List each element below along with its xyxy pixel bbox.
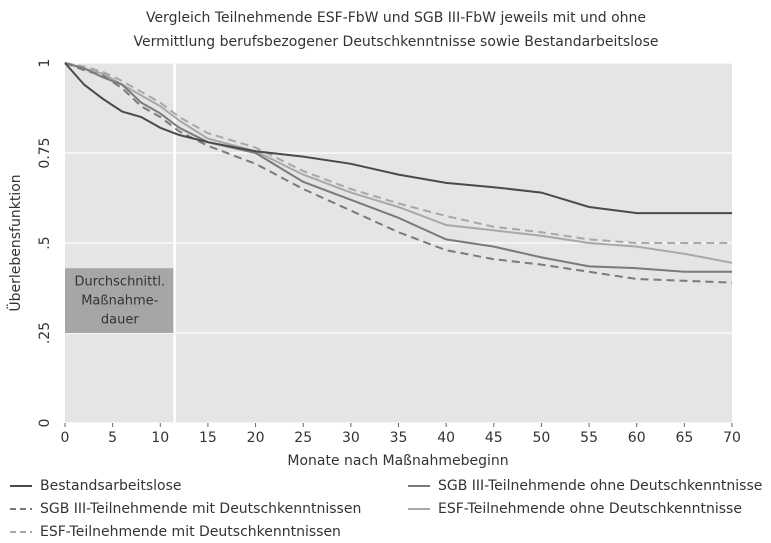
legend-label: ESF-Teilnehmende mit Deutschkenntnissen — [40, 524, 341, 540]
x-tick-label: 60 — [628, 430, 646, 446]
x-tick-label: 40 — [437, 430, 455, 446]
x-axis-title: Monate nach Maßnahmebeginn — [287, 453, 508, 469]
x-tick-label: 20 — [247, 430, 265, 446]
x-tick-label: 30 — [342, 430, 360, 446]
x-tick-label: 5 — [108, 430, 117, 446]
series-line — [64, 62, 733, 284]
x-tick-label: 0 — [61, 430, 70, 446]
y-tick-label: 0.75 — [37, 137, 53, 168]
x-tick-label: 35 — [390, 430, 408, 446]
legend-label: ESF-Teilnehmende ohne Deutschkenntnisse — [438, 501, 742, 517]
y-tick-label: 1 — [37, 59, 53, 68]
y-tick-label: .25 — [37, 322, 53, 344]
y-axis-title: Überlebensfunktion — [6, 174, 24, 311]
x-tick-label: 65 — [675, 430, 693, 446]
legend-label: SGB III-Teilnehmende mit Deutschkenntnis… — [40, 501, 361, 517]
legend-label: Bestandsarbeitslose — [40, 478, 182, 494]
series-line — [64, 62, 732, 244]
x-tick-label: 55 — [580, 430, 598, 446]
x-tick-label: 15 — [199, 430, 217, 446]
annotation-text: Maßnahme- — [81, 294, 158, 309]
y-tick-label: .5 — [37, 236, 53, 249]
x-tick-label: 50 — [533, 430, 551, 446]
series-line — [64, 62, 732, 215]
x-tick-label: 70 — [723, 430, 741, 446]
y-tick-label: 0 — [37, 419, 53, 428]
annotation-box — [65, 268, 175, 333]
chart-title: Vergleich Teilnehmende ESF-FbW und SGB I… — [146, 10, 646, 26]
x-tick-label: 45 — [485, 430, 503, 446]
x-tick-label: 10 — [151, 430, 169, 446]
x-tick-label: 25 — [294, 430, 312, 446]
chart-title: Vermittlung berufsbezogener Deutschkennt… — [133, 34, 658, 50]
annotation-text: dauer — [101, 313, 139, 328]
legend-label: SGB III-Teilnehmende ohne Deutschkenntni… — [438, 478, 762, 494]
annotation-text: Durchschnittl. — [74, 275, 165, 290]
series-line — [64, 62, 732, 273]
